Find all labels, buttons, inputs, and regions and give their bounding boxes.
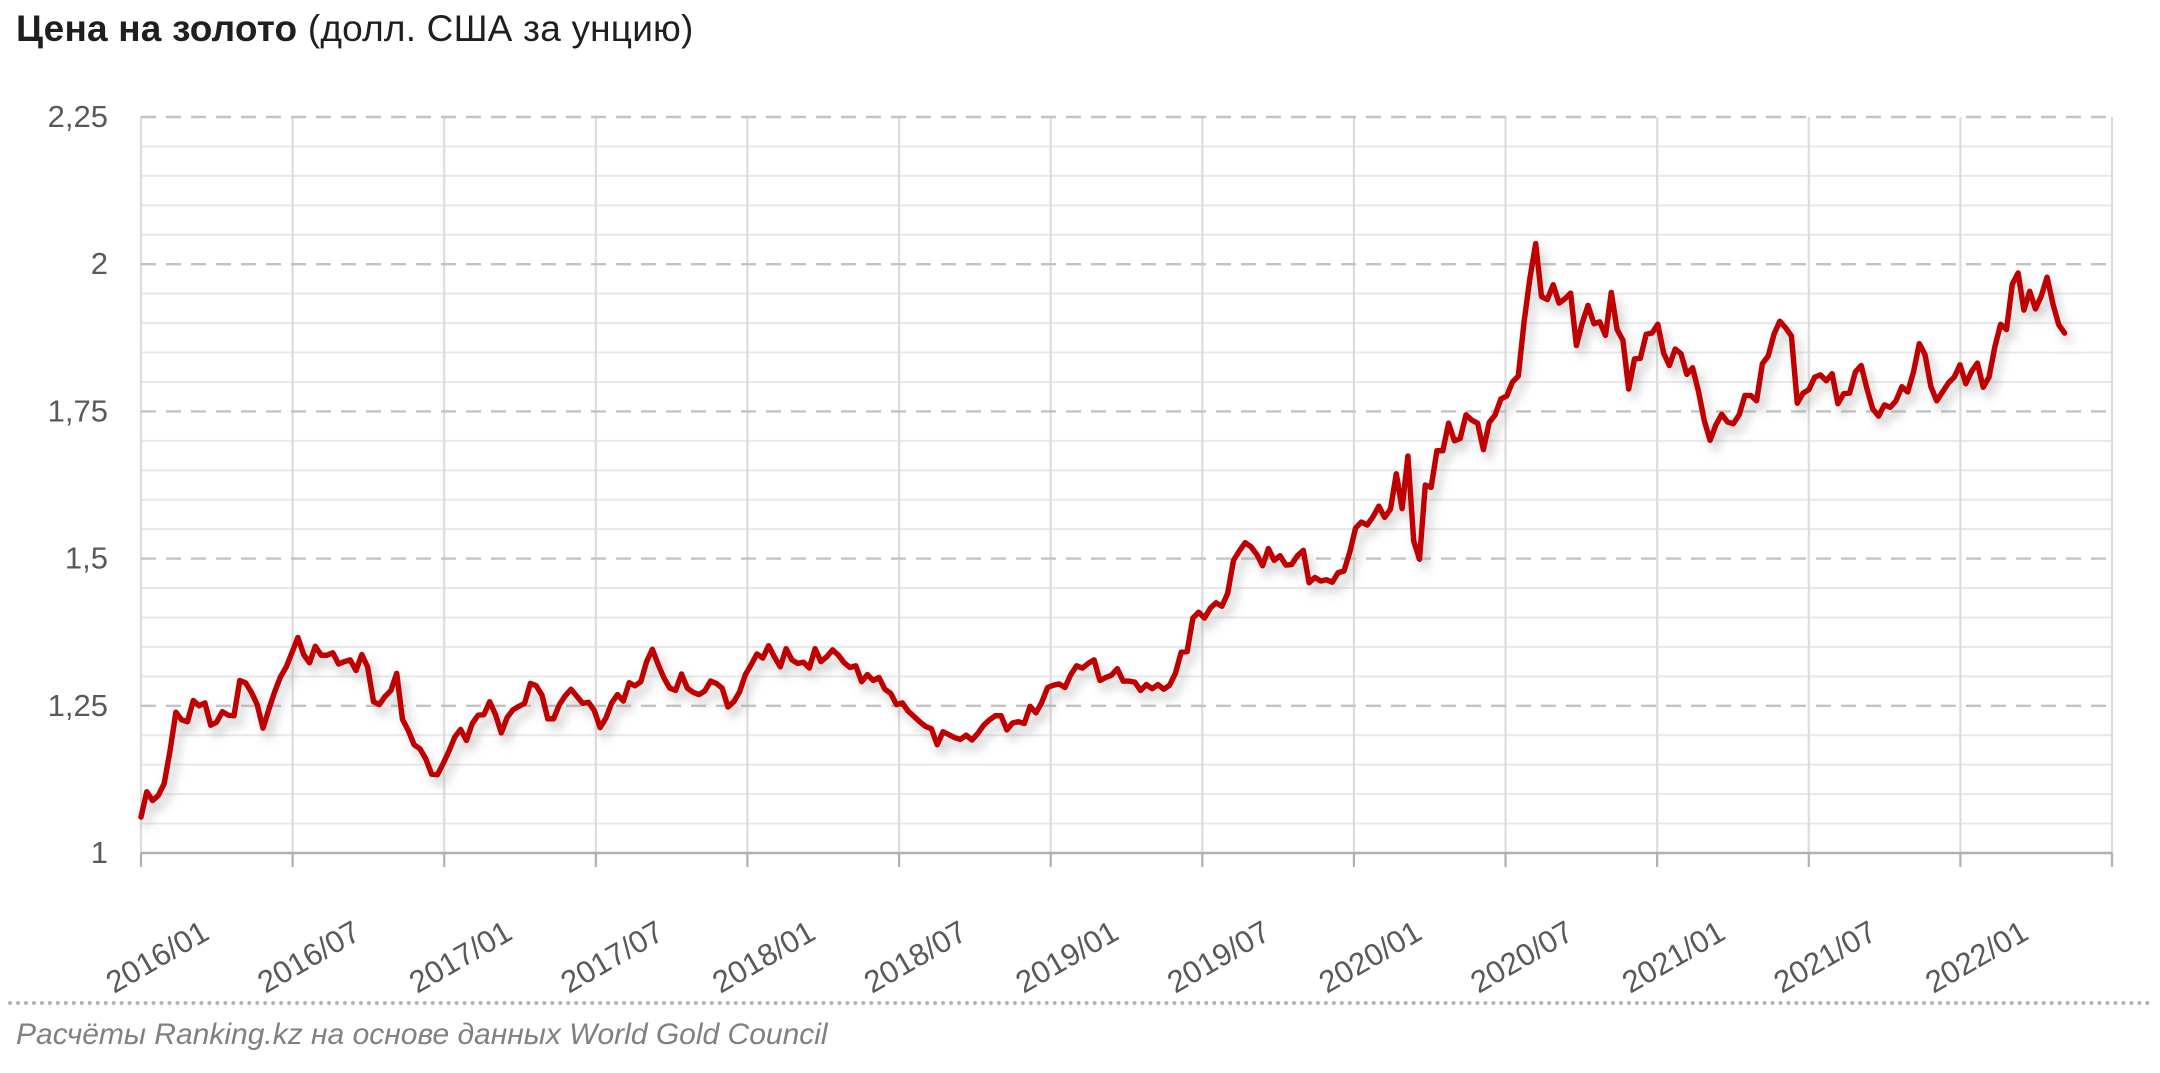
price-line: [138, 240, 2068, 820]
x-axis-label: 2021/07: [1768, 914, 1883, 1000]
x-axis-label: 2017/01: [403, 914, 518, 1000]
x-axis-label: 2019/07: [1161, 914, 1276, 1000]
y-axis-label: 2: [91, 246, 108, 281]
y-axis-label: 1: [91, 835, 108, 870]
x-axis-label: 2020/07: [1464, 914, 1579, 1000]
x-axis-label: 2018/01: [706, 914, 821, 1000]
y-axis-label: 1,25: [48, 688, 108, 723]
y-axis-label: 2,25: [48, 99, 108, 134]
x-axis-label: 2021/01: [1616, 914, 1731, 1000]
title-units: (долл. США за унцию): [297, 8, 694, 49]
source-note: Расчёты Ranking.kz на основе данных Worl…: [16, 1018, 828, 1051]
x-axis-label: 2019/01: [1010, 914, 1125, 1000]
x-axis-label: 2017/07: [555, 914, 670, 1000]
title-main: Цена на золото: [16, 8, 298, 49]
x-axis-label: 2016/01: [100, 914, 215, 1000]
y-axis-label: 1,5: [65, 541, 108, 576]
x-axis-label: 2016/07: [252, 914, 367, 1000]
x-axis-label: 2018/07: [858, 914, 973, 1000]
y-axis-label: 1,75: [48, 393, 108, 428]
x-axis-label: 2020/01: [1313, 914, 1428, 1000]
footer-divider: [8, 1001, 2152, 1005]
x-axis-label: 2022/01: [1919, 914, 2034, 1000]
page-title: Цена на золото (долл. США за унцию): [16, 8, 694, 50]
